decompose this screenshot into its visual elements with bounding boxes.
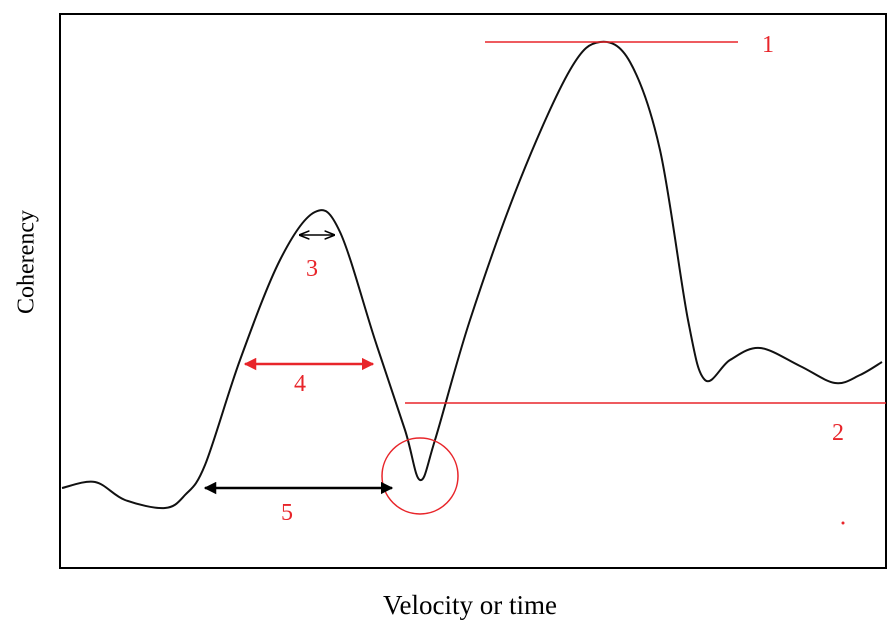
annotation: 1 <box>762 32 774 58</box>
x-axis-label: Velocity or time <box>383 590 557 620</box>
annotation: 5 <box>281 500 293 526</box>
dot <box>841 521 845 525</box>
coherency-curve <box>61 40 883 510</box>
annotation: 4 <box>294 371 306 397</box>
frame <box>59 13 887 569</box>
trough-circle <box>381 437 459 515</box>
annotation: 2 <box>832 420 844 446</box>
annotation: 3 <box>306 256 318 282</box>
y-axis-label: Coherency <box>14 210 40 314</box>
